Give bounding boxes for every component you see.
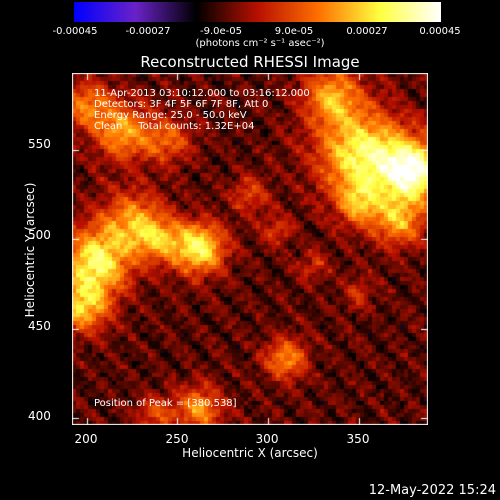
y-tick-label: 550 bbox=[28, 137, 51, 151]
x-tick-label: 350 bbox=[346, 432, 370, 446]
plot-area: 11-Apr-2013 03:10:12.000 to 03:16:12.000… bbox=[72, 73, 428, 425]
y-tick-label: 500 bbox=[28, 228, 51, 242]
colorbar bbox=[74, 2, 441, 22]
x-tick-label: 250 bbox=[165, 432, 189, 446]
colorbar-units: (photons cm⁻² s⁻¹ asec⁻²) bbox=[195, 38, 325, 49]
x-tick-label: 300 bbox=[255, 432, 279, 446]
colorbar-tick: -9.0e-05 bbox=[200, 26, 242, 37]
y-axis-label: Heliocentric Y (arcsec) bbox=[23, 182, 37, 318]
x-tick-label: 200 bbox=[74, 432, 98, 446]
colorbar-tick: 9.0e-05 bbox=[274, 26, 314, 37]
annotation-clean-counts: Clean Total counts: 1.32E+04 bbox=[94, 121, 255, 132]
colorbar-tick: 0.00027 bbox=[346, 26, 388, 37]
y-tick-label: 450 bbox=[28, 319, 51, 333]
annotation-peak-position: Position of Peak = [380,538] bbox=[94, 398, 237, 409]
chart-title: Reconstructed RHESSI Image bbox=[140, 53, 360, 71]
colorbar-gradient bbox=[74, 2, 441, 22]
plot-timestamp: 12-May-2022 15:24 bbox=[368, 483, 496, 498]
heatmap-image bbox=[72, 73, 428, 425]
annotation-detectors: Detectors: 3F 4F 5F 6F 7F 8F, Att 0 bbox=[94, 99, 269, 110]
x-axis-label: Heliocentric X (arcsec) bbox=[182, 446, 318, 460]
annotation-energy-range: Energy Range: 25.0 - 50.0 keV bbox=[94, 110, 247, 121]
colorbar-tick: 0.00045 bbox=[419, 26, 461, 37]
annotation-time-range: 11-Apr-2013 03:10:12.000 to 03:16:12.000 bbox=[94, 88, 310, 99]
colorbar-tick: -0.00045 bbox=[52, 26, 98, 37]
y-tick-label: 400 bbox=[28, 409, 51, 423]
colorbar-tick: -0.00027 bbox=[125, 26, 171, 37]
